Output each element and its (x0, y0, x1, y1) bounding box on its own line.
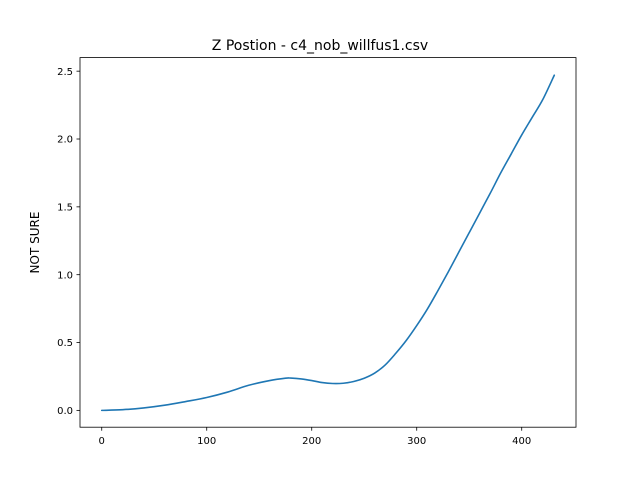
x-tick-label: 200 (302, 436, 321, 447)
y-axis-ticks: 0.0 0.5 1.0 1.5 2.0 2.5 (57, 67, 80, 417)
y-axis-label: NOT SURE (28, 212, 42, 274)
y-tick-label: 0.5 (57, 338, 73, 349)
x-axis-ticks: 0 100 200 300 400 (99, 427, 531, 447)
x-tick-label: 100 (197, 436, 216, 447)
y-tick-label: 2.5 (57, 67, 73, 78)
y-tick-label: 0.0 (57, 406, 73, 417)
plot-frame (79, 57, 577, 428)
x-tick-label: 300 (407, 436, 426, 447)
series-line (100, 74, 556, 412)
y-tick-label: 1.0 (57, 270, 73, 281)
x-tick-label: 400 (512, 436, 531, 447)
y-tick-label: 2.0 (57, 135, 73, 146)
chart-title: Z Postion - c4_nob_willfus1.csv (212, 38, 428, 54)
x-tick-label: 0 (99, 436, 105, 447)
y-tick-label: 1.5 (57, 202, 73, 213)
